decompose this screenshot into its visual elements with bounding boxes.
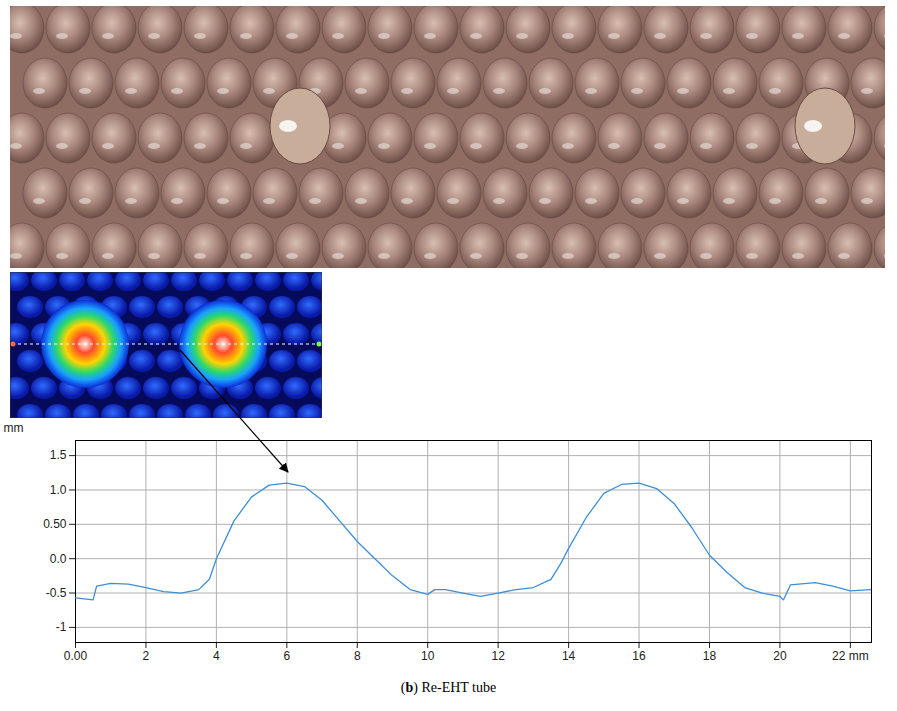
svg-text:0.00: 0.00 (64, 649, 88, 663)
svg-text:16: 16 (632, 649, 646, 663)
svg-text:22 mm: 22 mm (832, 649, 869, 663)
svg-text:-1: -1 (56, 620, 67, 634)
svg-text:2: 2 (143, 649, 150, 663)
svg-text:-0.5: -0.5 (46, 586, 67, 600)
svg-text:14: 14 (562, 649, 576, 663)
svg-text:4: 4 (213, 649, 220, 663)
svg-text:10: 10 (421, 649, 435, 663)
html-text:(b) Re-EHT tube: (b) Re-EHT tube (400, 680, 497, 695)
svg-text:1.5: 1.5 (50, 448, 67, 462)
svg-text:0.0: 0.0 (50, 552, 67, 566)
svg-text:18: 18 (703, 649, 717, 663)
svg-text:6: 6 (283, 649, 290, 663)
svg-text:8: 8 (354, 649, 361, 663)
svg-text:20: 20 (773, 649, 787, 663)
svg-text:1.0: 1.0 (50, 483, 67, 497)
svg-text:0.50: 0.50 (43, 517, 67, 531)
svg-text:12: 12 (491, 649, 505, 663)
svg-text:mm: mm (4, 421, 24, 435)
